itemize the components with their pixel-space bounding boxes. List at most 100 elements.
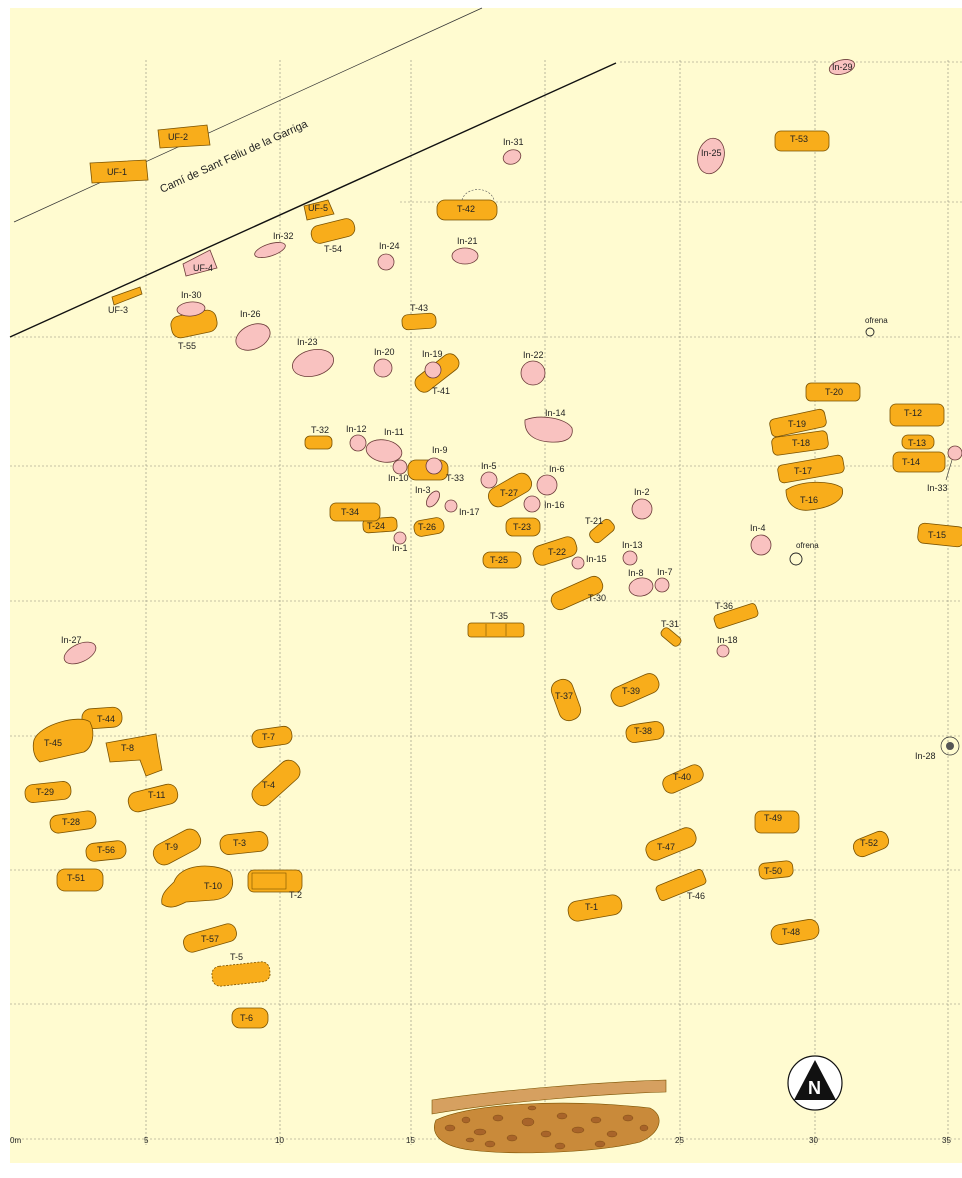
- inhumation-18: In-18: [716, 635, 738, 658]
- tomb-21-label: T-21: [585, 516, 603, 526]
- inhumation-27: In-27: [61, 635, 97, 665]
- tomb-32-label: T-32: [311, 425, 329, 435]
- offering-south-label: ofrena: [796, 541, 819, 550]
- inhumation-14: In-14: [524, 408, 573, 443]
- uf-3-label: UF-3: [108, 305, 128, 315]
- inhumation-4: In-4: [750, 523, 772, 556]
- inhumation-32-label: In-32: [273, 231, 294, 241]
- tomb-43-label: T-43: [410, 303, 428, 313]
- inhumation-25-label: In-25: [701, 148, 722, 158]
- inhumation-26: In-26: [235, 309, 271, 351]
- tomb-3-label: T-3: [233, 838, 246, 848]
- inhumation-15-label: In-15: [586, 554, 607, 564]
- tomb-13: T-13: [901, 434, 935, 450]
- tomb-49-label: T-49: [764, 813, 782, 823]
- tomb-6-label: T-6: [240, 1013, 253, 1023]
- tomb-40: T-40: [662, 764, 704, 794]
- tomb-46-label: T-46: [687, 891, 705, 901]
- tomb-43: T-43: [401, 303, 437, 331]
- uf-5-label: UF-5: [308, 203, 328, 213]
- tomb-19: T-19: [769, 408, 827, 438]
- tomb-15-label: T-15: [928, 530, 946, 540]
- inhumation-5: In-5: [480, 461, 498, 489]
- tomb-56-label: T-56: [97, 845, 115, 855]
- inhumation-19: In-19: [422, 349, 443, 379]
- tomb-5-label: T-5: [230, 952, 243, 962]
- tomb-45: T-45: [32, 718, 94, 763]
- tomb-17: T-17: [777, 454, 845, 484]
- tomb-6: T-6: [231, 1007, 269, 1029]
- inhumation-31-label: In-31: [503, 137, 524, 147]
- tomb-29-label: T-29: [36, 787, 54, 797]
- tomb-38: T-38: [625, 721, 665, 743]
- inhumation-3: In-3: [415, 485, 440, 508]
- uf-4: UF-4: [182, 249, 218, 277]
- tomb-21: T-21: [585, 516, 615, 544]
- inhumation-25: In-25: [697, 137, 725, 175]
- tomb-12: T-12: [889, 403, 945, 427]
- scale-tick-30: 30: [809, 1136, 818, 1145]
- inhumation-13: In-13: [622, 540, 643, 566]
- inhumation-2-label: In-2: [634, 487, 650, 497]
- tomb-7-label: T-7: [262, 732, 275, 742]
- tomb-26: T-26: [413, 517, 445, 537]
- inhumation-17-label: In-17: [459, 507, 480, 517]
- tomb-26-label: T-26: [418, 522, 436, 532]
- tomb-57-label: T-57: [201, 934, 219, 944]
- tomb-36: T-36: [713, 601, 759, 629]
- inhumation-14-label: In-14: [545, 408, 566, 418]
- tomb-25-label: T-25: [490, 555, 508, 565]
- inhumation-29: In-29: [828, 59, 856, 75]
- inhumations: In-1 In-2 In-3 In-4 In-5 In-6 In-7 In-8 …: [61, 59, 962, 761]
- tomb-49: T-49: [754, 810, 800, 834]
- tomb-54-label: T-54: [324, 244, 342, 254]
- inhumation-12: In-12: [346, 424, 367, 452]
- inhumation-28: In-28: [915, 736, 960, 761]
- scale-tick-5: 5: [144, 1136, 149, 1145]
- tomb-19-label: T-19: [788, 419, 806, 429]
- tomb-17-label: T-17: [794, 466, 812, 476]
- road-edge-north: [13, 7, 483, 223]
- tomb-29: T-29: [24, 781, 72, 803]
- offerings: ofrena ofrena: [789, 316, 888, 566]
- inhumation-3-label: In-3: [415, 485, 431, 495]
- inhumation-15: In-15: [571, 554, 607, 570]
- tomb-7: T-7: [251, 725, 293, 749]
- uf-2-label: UF-2: [168, 132, 188, 142]
- tomb-16: T-16: [785, 481, 843, 511]
- tomb-1: T-1: [567, 894, 623, 922]
- tomb-44-label: T-44: [97, 714, 115, 724]
- tomb-2-label: T-2: [289, 890, 302, 900]
- tomb-25: T-25: [482, 551, 522, 569]
- tomb-11: T-11: [127, 783, 179, 813]
- tomb-51: T-51: [56, 868, 104, 892]
- tomb-45-label: T-45: [44, 738, 62, 748]
- tomb-4: T-4: [251, 759, 301, 807]
- inhumation-23-label: In-23: [297, 337, 318, 347]
- inhumation-32: In-32: [254, 231, 294, 258]
- tomb-31: T-31: [660, 619, 682, 647]
- tomb-40-label: T-40: [673, 772, 691, 782]
- inhumation-6: In-6: [536, 464, 565, 496]
- tomb-5: T-5: [211, 952, 271, 987]
- tomb-52-label: T-52: [860, 838, 878, 848]
- offering-north-label: ofrena: [865, 316, 888, 325]
- tomb-24-label: T-24: [367, 521, 385, 531]
- tomb-41-label: T-41: [432, 386, 450, 396]
- inhumation-11-label: In-11: [384, 427, 404, 437]
- inhumation-10-label: In-10: [388, 473, 409, 483]
- tomb-30-label: T-30: [588, 593, 606, 603]
- inhumation-4-label: In-4: [750, 523, 766, 533]
- tomb-42: T-42: [436, 189, 498, 221]
- tomb-14: T-14: [892, 451, 946, 473]
- offering-south: ofrena: [789, 541, 819, 566]
- tomb-3: T-3: [219, 831, 269, 855]
- tomb-22: T-22: [532, 536, 578, 566]
- tomb-15: T-15: [917, 522, 962, 548]
- tomb-30: T-30: [550, 575, 606, 611]
- tomb-39: T-39: [610, 673, 660, 707]
- inhumation-6-label: In-6: [549, 464, 565, 474]
- inhumation-8-label: In-8: [628, 568, 644, 578]
- tomb-18-label: T-18: [792, 438, 810, 448]
